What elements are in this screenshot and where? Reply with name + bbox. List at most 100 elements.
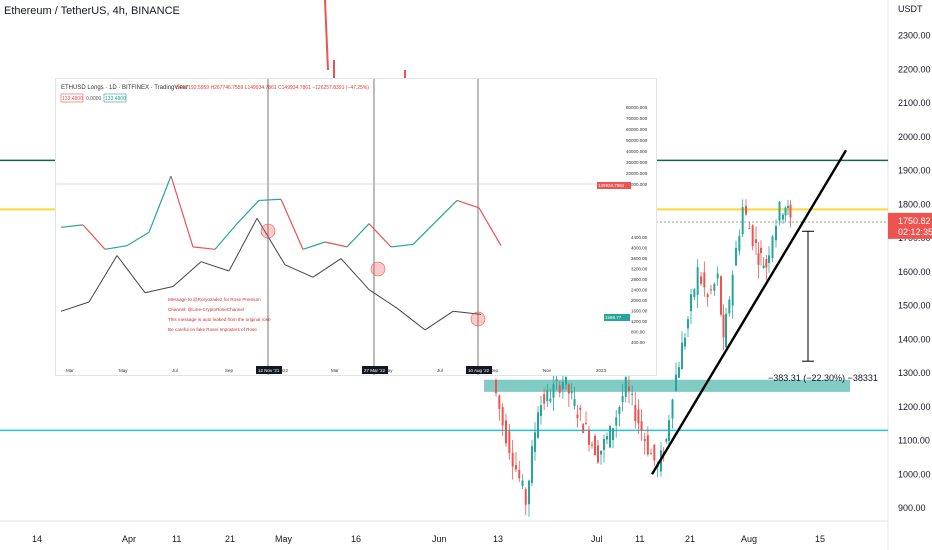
price-segment [396, 307, 426, 331]
x-tick-label: 21 [685, 534, 695, 544]
watermark-text: Be careful on fake Rose/ Imposters of Ro… [168, 327, 257, 332]
inset-price-badge-label: 1598.77 [605, 315, 622, 320]
x-tick-label: Aug [741, 534, 757, 544]
longs-segment [368, 223, 392, 248]
x-tick-label: Jun [432, 534, 447, 544]
candle-body [570, 391, 573, 394]
candle-body [612, 428, 614, 441]
longs-segment [346, 223, 370, 248]
last-price-countdown: 02:12:35 [898, 227, 932, 237]
support-zone [484, 379, 850, 392]
inset-input-box [103, 93, 127, 103]
candle-body [710, 289, 712, 291]
candle-body [716, 273, 719, 279]
longs-segment [214, 223, 238, 250]
inset-x-tick: Mar [66, 368, 74, 373]
price-segment [284, 264, 314, 278]
inset-input-box [60, 93, 84, 103]
y-tick-label: 1200.00 [898, 402, 931, 412]
candle-body [594, 435, 596, 456]
longs-segment [60, 224, 84, 228]
candle-body [771, 236, 774, 258]
candle-body [631, 393, 634, 395]
candle-body [687, 319, 689, 329]
candle-body [540, 405, 542, 416]
candle-body [784, 207, 787, 216]
price-segment [424, 310, 454, 331]
longs-segment [82, 224, 106, 250]
event-date-label: 10 Aug '22 [468, 368, 490, 373]
y-tick-label: 1800.00 [898, 199, 931, 209]
x-tick-label: Jul [591, 534, 603, 544]
candle-body [650, 453, 652, 455]
candle-body [787, 206, 789, 209]
candle-body [775, 226, 777, 241]
inset-price-tick: 2400.00 [631, 288, 648, 293]
chart-title: Ethereum / TetherUS, 4h, BINANCE [4, 5, 180, 17]
watermark-text: Channel: @Line-CryptoRoseChannel [168, 307, 244, 312]
measure-label: −383.31 (−22.30%) −38331 [768, 373, 878, 383]
inset-price-tick: 800.00 [631, 330, 645, 335]
inset-price-tick: 400.00 [631, 340, 645, 345]
x-tick-label: 11 [172, 534, 181, 544]
candle-body [725, 313, 727, 348]
candle-body [498, 395, 501, 409]
inset-price-tick: 1600.00 [631, 309, 648, 314]
x-tick-label: Apr [122, 534, 136, 544]
longs-segment [170, 175, 194, 248]
candle-body [567, 384, 570, 394]
x-tick-label: 21 [225, 534, 235, 544]
spike-candle [324, 0, 329, 71]
candle-body [706, 294, 709, 298]
candle-body [521, 480, 524, 486]
inset-input-2: 0.0000 [86, 96, 102, 102]
candle-body [722, 314, 725, 338]
candle-body [643, 438, 646, 442]
candle-body [549, 398, 552, 402]
inset-x-tick: Mar [331, 368, 339, 373]
price-segment [172, 261, 202, 287]
candle-body [637, 409, 640, 424]
candle-body [546, 389, 549, 402]
candle-body [609, 426, 611, 448]
inset-price-tick: 1200.00 [631, 319, 648, 324]
inset-chart: ETHUSD Longs · 1D · BITFINEX · TradingVi… [55, 78, 657, 376]
candle-body [760, 247, 762, 254]
longs-segment [390, 243, 414, 248]
last-price-badge [888, 212, 932, 239]
price-segment [144, 286, 174, 294]
candle-body [600, 450, 602, 455]
candle-body [582, 424, 585, 433]
x-tick-label: 11 [635, 534, 644, 544]
inset-x-tick: Jul [172, 368, 178, 373]
y-tick-label: 1100.00 [898, 436, 930, 446]
inset-price-tick: 3600.00 [631, 256, 648, 261]
inset-y-tick: 60000.000 [626, 127, 648, 132]
candle-body [668, 420, 670, 441]
candle-body [615, 417, 618, 426]
event-date-badge [466, 366, 492, 374]
inset-price-badge [597, 182, 631, 189]
price-segment [368, 289, 398, 309]
candle-body [720, 276, 722, 315]
event-date-label: 12 Nov '21 [258, 368, 280, 373]
x-tick-label: 15 [815, 534, 825, 544]
inset-longs-badge-label: 149934.7861 [598, 183, 625, 188]
candle-body [603, 439, 605, 450]
candle-body [745, 205, 747, 215]
inset-y-tick: 30000.000 [626, 160, 648, 165]
inset-x-tick: Sep [225, 368, 234, 373]
candle-body [555, 379, 558, 382]
watermark-text: Message to @Roryozade2 for Rose Premium [168, 297, 261, 302]
candle-body [495, 379, 497, 394]
candle-body [640, 421, 643, 432]
price-segment [228, 218, 258, 272]
inset-x-tick: May [384, 368, 393, 373]
last-price-value: 1750.82 [898, 216, 931, 226]
price-segment [116, 255, 146, 294]
candle-body [524, 489, 527, 505]
longs-segment [302, 241, 326, 250]
y-tick-label: 1600.00 [898, 267, 931, 277]
longs-segment [280, 198, 304, 250]
